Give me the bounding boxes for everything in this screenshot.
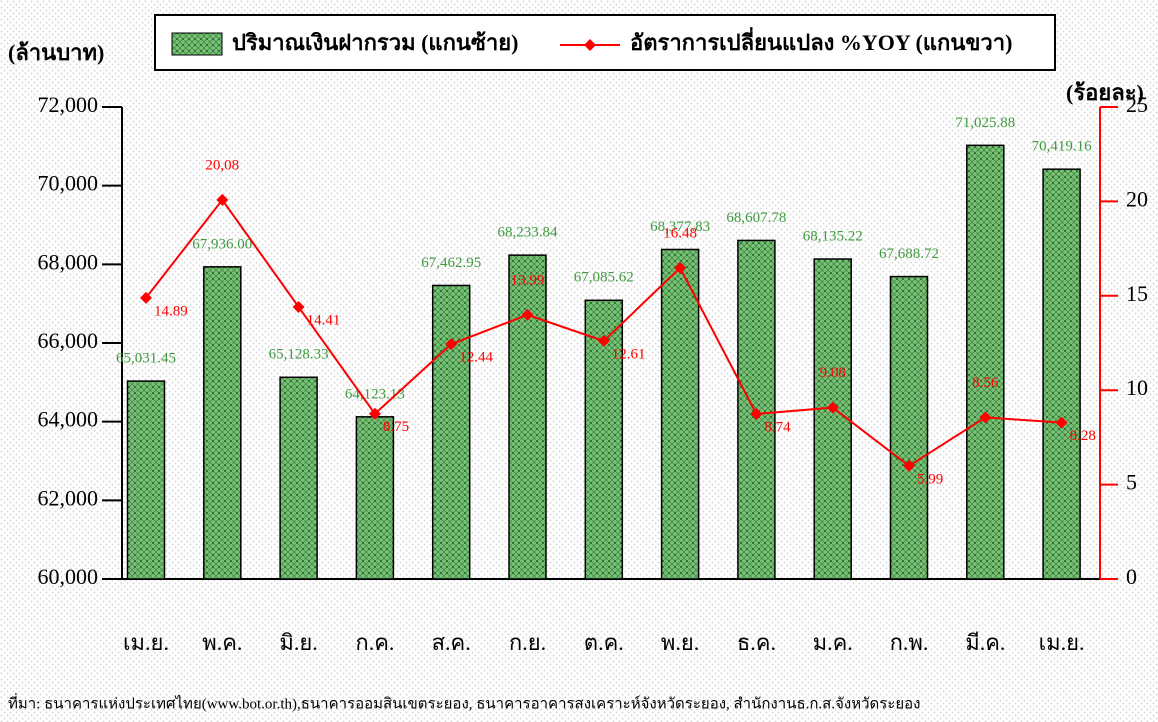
y-tick-label: 70,000 [38,171,99,196]
legend-label: อัตราการเปลี่ยนแปลง %YOY (แกนขวา) [630,26,1012,55]
bar [203,266,242,580]
line-marker [597,334,610,347]
x-tick-label: ก.ย. [509,630,546,655]
x-tick-label: ส.ค. [432,630,471,655]
y2-tick-label: 10 [1126,375,1148,400]
line-value-label: 8.28 [1070,428,1096,444]
x-tick-label: ต.ค. [584,630,624,655]
x-tick-label: พ.ย. [661,630,699,655]
bar [279,376,318,580]
y-tick-label: 64,000 [38,407,99,432]
bar-value-label: 71,025.88 [955,115,1015,131]
line-marker [368,407,381,420]
source-note: ที่มา: ธนาคารแห่งประเทศไทย(www.bot.or.th… [8,692,920,712]
y2-tick-label: 15 [1126,281,1148,306]
line-value-label: 20,08 [205,157,239,173]
bar [126,380,166,580]
bar-value-label: 68,377.83 [650,219,710,235]
line-marker [750,407,763,420]
y-tick-label: 68,000 [38,249,99,274]
line-marker [979,411,992,424]
y2-tick-label: 0 [1126,564,1137,589]
x-tick-label: ธ.ค. [737,630,776,655]
x-tick-label: ม.ค. [813,630,853,655]
line-value-label: 8.56 [972,375,999,391]
line-marker [521,308,534,321]
bar-value-label: 68,607.78 [726,210,786,226]
bar-value-label: 68,233.84 [498,225,559,241]
x-tick-label: เม.ย. [1039,630,1085,655]
y2-tick-label: 5 [1126,470,1137,495]
line-value-label: 8.75 [383,419,409,435]
legend-bar-swatch [171,32,223,56]
bar-value-label: 67,462.95 [421,255,481,271]
line-value-label: 13.99 [511,272,545,288]
y2-axis-label: (ร้อยละ) [1066,80,1144,105]
line-value-label: 5.99 [917,471,943,487]
line-value-label: 14.89 [154,303,188,319]
bar-value-label: 67,936.00 [192,236,252,252]
line-marker [140,291,152,304]
bar [508,254,547,580]
line-marker [445,338,458,351]
bar-value-label: 65,031.45 [116,351,176,367]
y2-tick-label: 25 [1126,92,1148,117]
line-value-label: 12.61 [612,346,646,362]
x-tick-label: ก.พ. [890,630,929,655]
x-tick-label: เม.ย. [123,630,169,655]
bar [1042,168,1081,580]
bar [966,144,1005,580]
bar-value-label: 64,123.13 [345,386,405,402]
y2-tick-label: 20 [1126,186,1148,211]
x-tick-label: ก.ค. [355,630,394,655]
legend-box [154,14,1056,71]
bar [889,275,929,580]
y-tick-label: 60,000 [38,564,99,589]
y-tick-label: 72,000 [38,92,99,117]
bar-value-label: 65,128.33 [269,347,329,363]
line-marker [292,300,305,313]
legend-line-marker [584,39,596,51]
bar [813,258,852,580]
bar-value-label: 68,135.22 [803,228,863,244]
x-tick-label: มี.ค. [965,630,1005,655]
line-value-label: 9.08 [820,365,846,381]
line-value-label: 12.44 [459,350,493,366]
bar-value-label: 70,419.16 [1032,139,1093,155]
y-tick-label: 66,000 [38,328,99,353]
line-marker [903,459,915,472]
line-marker [826,401,839,414]
line-marker [1055,416,1068,429]
line-marker [674,261,687,274]
line-value-label: 14.41 [307,312,341,328]
bar [431,284,471,580]
x-tick-label: มิ.ย. [279,630,317,655]
line-marker [216,193,229,206]
line-value-label: 16.48 [663,225,697,241]
bar-value-label: 67,085.62 [574,270,634,286]
y-axis-label: (ล้านบาท) [8,40,104,65]
x-tick-label: พ.ค. [202,630,242,655]
bar [660,248,700,580]
bar [355,416,395,580]
line-value-label: 8.74 [764,419,791,435]
bar-value-label: 67,688.72 [879,246,939,262]
y-tick-label: 62,000 [38,485,99,510]
legend-label: ปริมาณเงินฝากรวม (แกนซ้าย) [232,30,518,55]
